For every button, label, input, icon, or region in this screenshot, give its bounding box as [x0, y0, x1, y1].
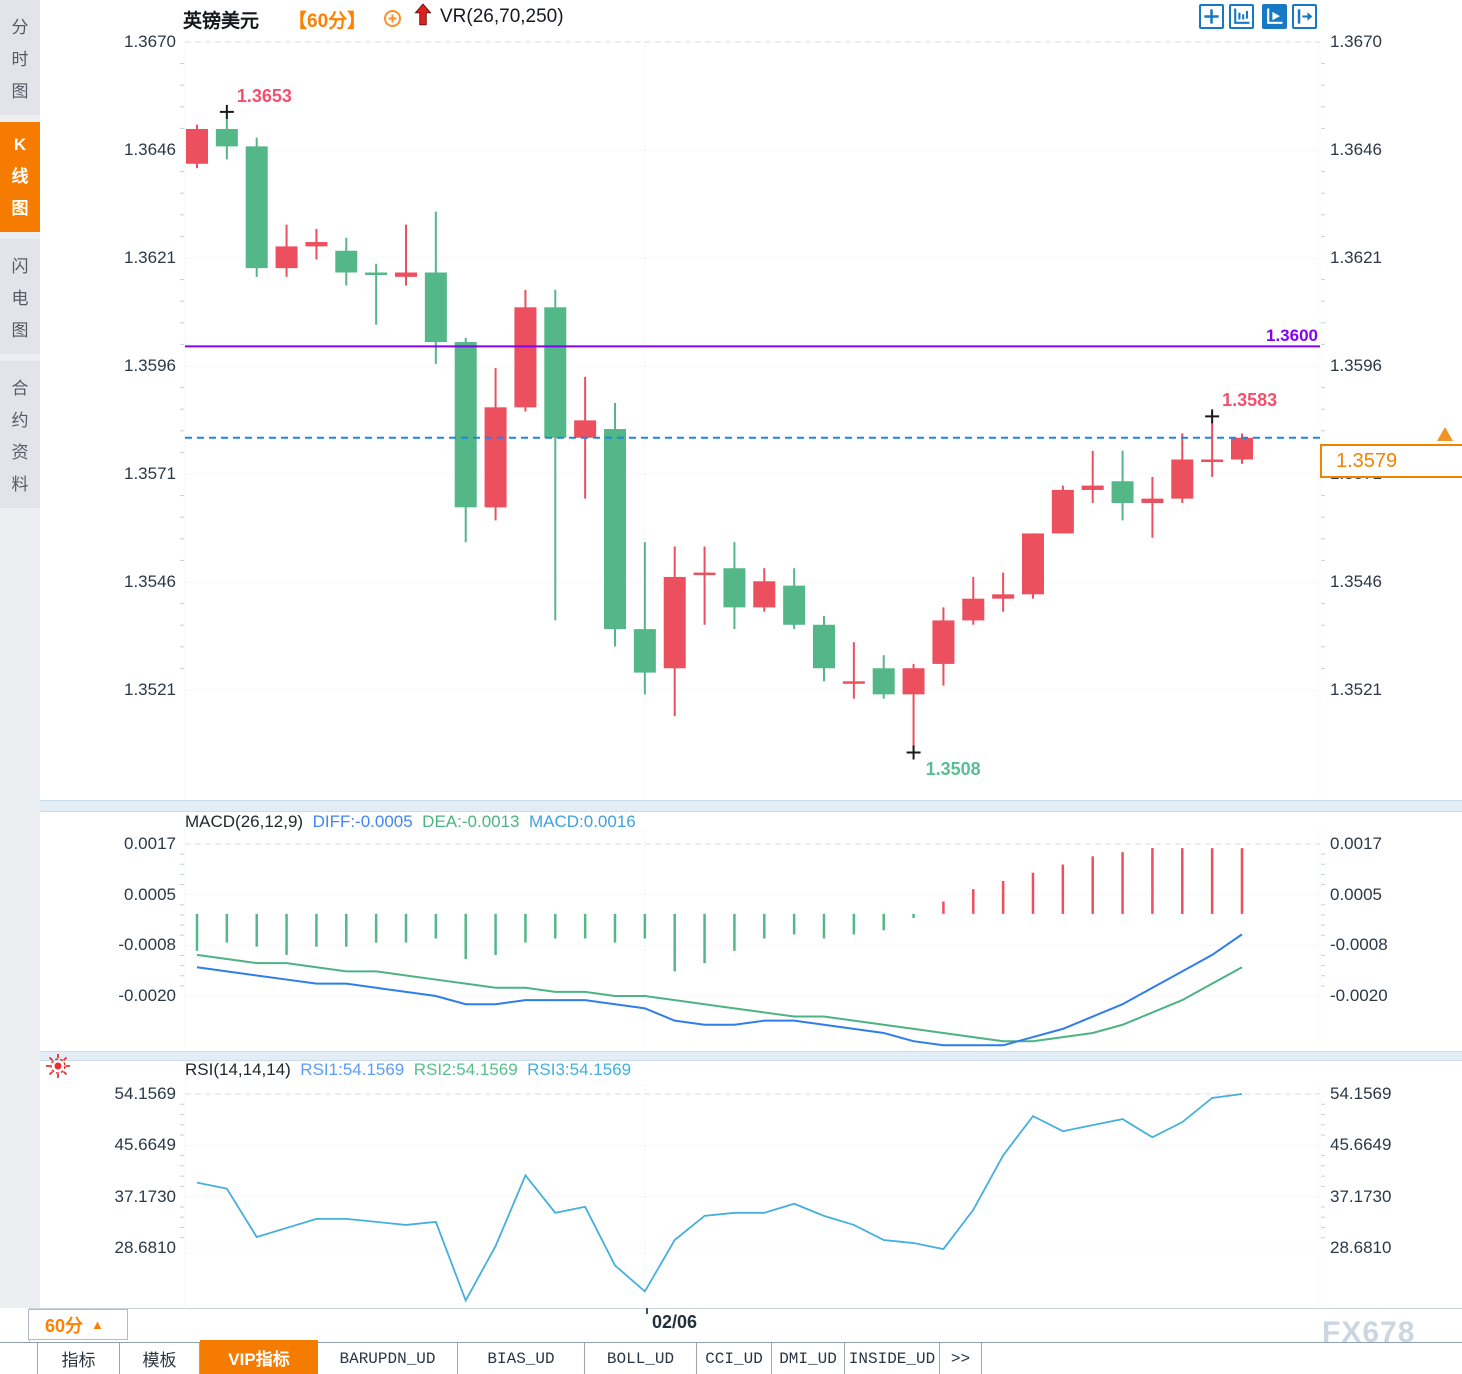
y-axis-label: 1.3596 — [1330, 356, 1382, 375]
y-axis-label: 45.6649 — [1330, 1135, 1392, 1155]
y-axis-label: 1.3646 — [1330, 140, 1382, 159]
kline-axes-button[interactable] — [1229, 4, 1254, 29]
rsi-header: RSI(14,14,14) RSI1:54.1569 RSI2:54.1569 … — [185, 1060, 631, 1080]
period-selector[interactable]: 60分 ▲ — [28, 1309, 128, 1340]
y-axis-label: 28.6810 — [1330, 1238, 1392, 1257]
sidebar-item-合约资料[interactable]: 合约资料 — [0, 361, 40, 508]
watermark: FX678 — [1322, 1316, 1416, 1349]
y-axis-label: 1.3546 — [124, 572, 176, 591]
y-axis-label: 1.3670 — [1330, 32, 1382, 51]
macd-hist-value: MACD:0.0016 — [528, 812, 636, 831]
tab-VIP指标[interactable]: VIP指标 — [200, 1340, 318, 1374]
add-indicator-icon[interactable] — [383, 9, 402, 28]
rsi2-value: RSI2:54.1569 — [413, 1060, 518, 1079]
y-axis-label: 1.3521 — [1330, 680, 1382, 699]
tab-指标[interactable]: 指标 — [38, 1343, 120, 1374]
macd-title: MACD(26,12,9) — [185, 812, 304, 831]
pane-separator — [40, 1051, 1462, 1061]
macd-header: MACD(26,12,9) DIFF:-0.0005 DEA:-0.0013 M… — [185, 812, 636, 832]
y-axis-label: 0.0017 — [1330, 834, 1382, 853]
macd-dea-value: DEA:-0.0013 — [422, 812, 520, 831]
y-axis-label: 1.3546 — [1330, 572, 1382, 591]
tab-模板[interactable]: 模板 — [120, 1343, 200, 1374]
period-arrow-icon: ▲ — [91, 1317, 104, 1332]
pane-separator — [40, 800, 1462, 812]
vr-indicator-label: VR(26,70,250) — [440, 6, 564, 27]
sidebar-item-闪电图[interactable]: 闪电图 — [0, 239, 40, 354]
kline-play-button[interactable] — [1262, 4, 1287, 29]
price-up-arrow-icon — [1437, 427, 1453, 441]
tab-BIAS_UD[interactable]: BIAS_UD — [458, 1343, 585, 1374]
y-axis-label: 1.3646 — [124, 140, 176, 159]
y-axis-label: -0.0008 — [118, 935, 176, 955]
extreme-price-label: 1.3583 — [1222, 390, 1278, 411]
date-label: 02/06 — [652, 1312, 698, 1332]
date-tick — [646, 1308, 648, 1314]
tab-CCI_UD[interactable]: CCI_UD — [697, 1343, 772, 1374]
y-axis-label: 1.3571 — [124, 464, 176, 483]
tab-BARUPDN_UD[interactable]: BARUPDN_UD — [318, 1343, 458, 1374]
y-axis-label: -0.0020 — [1330, 986, 1388, 1005]
y-axis-label: 1.3670 — [124, 32, 176, 51]
y-axis-label: -0.0008 — [1330, 935, 1388, 955]
extreme-price-label: 1.3508 — [925, 758, 981, 779]
y-axis-label: 0.0017 — [124, 834, 176, 853]
y-axis-label: 37.1730 — [1330, 1186, 1392, 1206]
x-axis-row — [0, 1308, 1462, 1342]
tab->>[interactable]: >> — [940, 1343, 982, 1374]
period-text: 60分 — [45, 1315, 84, 1336]
tab-DMI_UD[interactable]: DMI_UD — [772, 1343, 845, 1374]
y-axis-label: 0.0005 — [1330, 884, 1382, 904]
pan-crosshair-button[interactable] — [1199, 4, 1224, 29]
y-axis-label: 1.3596 — [124, 356, 176, 375]
rsi3-value: RSI3:54.1569 — [527, 1060, 632, 1079]
tab-INSIDE_UD[interactable]: INSIDE_UD — [845, 1343, 940, 1374]
collapse-panel-button[interactable] — [1292, 4, 1317, 29]
macd-diff-value: DIFF:-0.0005 — [312, 812, 413, 831]
rsi-title: RSI(14,14,14) — [185, 1060, 291, 1079]
tabbar-corner — [0, 1343, 38, 1374]
rsi1-value: RSI1:54.1569 — [300, 1060, 405, 1079]
hline-price-label: 1.3600 — [1266, 326, 1318, 345]
period-label: 【60分】 — [288, 11, 367, 32]
current-price-box: 1.3579 — [1320, 444, 1462, 478]
y-axis-label: 1.3521 — [124, 680, 176, 699]
y-axis-label: 1.3621 — [1330, 248, 1382, 267]
tab-BOLL_UD[interactable]: BOLL_UD — [585, 1343, 697, 1374]
y-axis-label: 1.3621 — [124, 248, 176, 267]
y-axis-label: 45.6649 — [114, 1135, 176, 1155]
extreme-price-label: 1.3653 — [236, 85, 292, 106]
y-axis-label: -0.0020 — [118, 986, 176, 1005]
rsi-settings-icon[interactable] — [44, 1052, 72, 1080]
sidebar-item-分时图[interactable]: 分时图 — [0, 0, 40, 115]
y-axis-label: 54.1569 — [114, 1084, 176, 1103]
y-axis-label: 28.6810 — [114, 1238, 176, 1257]
symbol-title: 英镑美元 — [183, 11, 260, 32]
y-axis-label: 0.0005 — [124, 884, 176, 904]
corner-cell — [0, 1308, 30, 1342]
up-arrow-icon — [414, 3, 432, 26]
y-axis-label: 37.1730 — [114, 1186, 176, 1206]
y-axis-label: 54.1569 — [1330, 1084, 1392, 1103]
